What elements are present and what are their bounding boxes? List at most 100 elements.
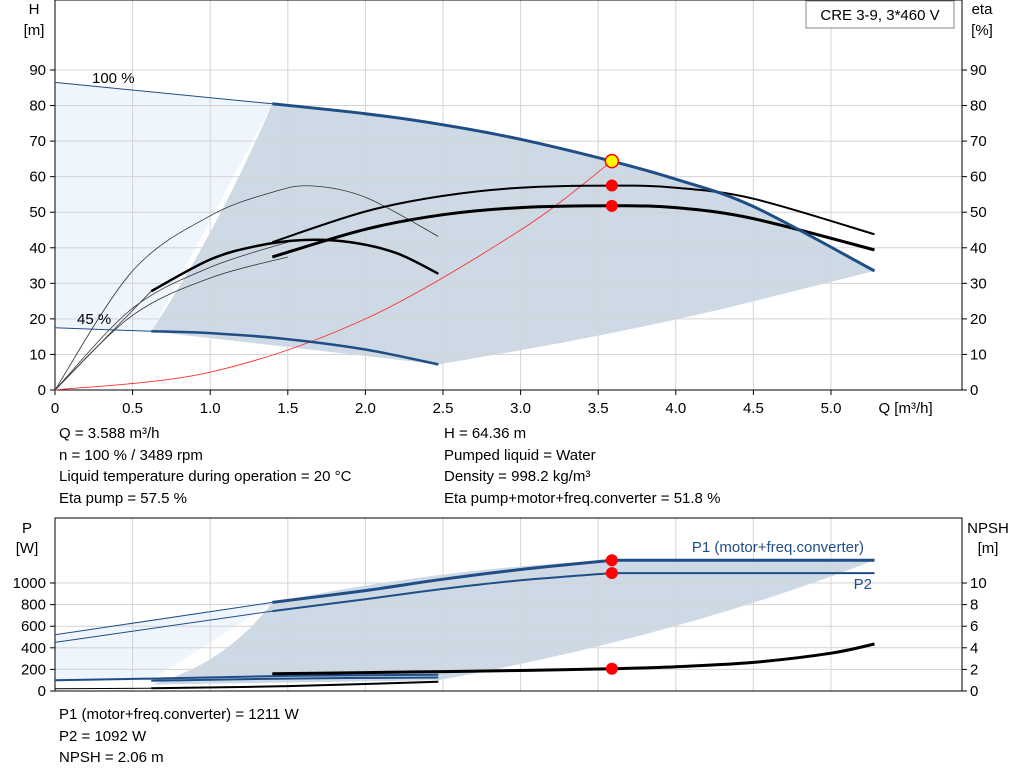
npsh-tick-label: 4 <box>970 640 978 657</box>
y-tick-label-left: 40 <box>29 240 46 257</box>
info-line: P1 (motor+freq.converter) = 1211 W <box>59 706 299 723</box>
info-top-right: H = 64.36 m Pumped liquid = Water Densit… <box>444 423 720 509</box>
y-axis-label-left-unit: [m] <box>24 22 45 39</box>
npsh-axis-label-unit: [m] <box>978 540 999 557</box>
legend-p1: P1 (motor+freq.converter) <box>692 539 864 556</box>
x-tick-label: 2.0 <box>355 400 376 417</box>
p-axis-label: P <box>22 520 32 537</box>
y-tick-label-right: 10 <box>970 346 987 363</box>
annotation-45: 45 % <box>77 311 111 328</box>
efficiency-curve-total <box>271 204 875 259</box>
npsh-tick-label: 10 <box>970 575 987 592</box>
head-curve-100-extension <box>54 81 273 105</box>
p1-curve <box>272 558 875 604</box>
x-tick-label: 5.0 <box>821 400 842 417</box>
efficiency-curve-thin <box>54 290 152 391</box>
top-grid <box>55 0 962 390</box>
operating-area <box>151 103 875 365</box>
info-line: Pumped liquid = Water <box>444 446 596 464</box>
info-line: H = 64.36 m <box>444 425 527 442</box>
x-tick-label: 3.5 <box>588 400 609 417</box>
y-tick-label-right: 50 <box>970 204 987 221</box>
y-tick-label-right: 80 <box>970 98 987 115</box>
x-tick-label: 3.0 <box>510 400 531 417</box>
info-line: NPSH = 2.06 m <box>59 749 164 766</box>
p-tick-label: 600 <box>21 618 46 635</box>
y-tick-label-left: 70 <box>29 133 46 150</box>
info-top-left: Q = 3.588 m³/h n = 100 % / 3489 rpm Liqu… <box>59 423 351 509</box>
x-tick-label: 2.5 <box>433 400 454 417</box>
x-tick-label: 4.5 <box>743 400 764 417</box>
power-curve-extension <box>54 601 273 636</box>
npsh-tick-label: 0 <box>970 683 978 700</box>
head-curve-45 <box>151 330 439 366</box>
duty-point-efficiency <box>605 179 618 192</box>
npsh-axis-label: NPSH <box>967 520 1009 537</box>
y-axis-label-right-unit: [%] <box>971 22 993 39</box>
y-tick-label-right: 20 <box>970 311 987 328</box>
x-tick-label: 0.5 <box>122 400 143 417</box>
chart-title: CRE 3-9, 3*460 V <box>820 7 939 24</box>
efficiency-curve-45 <box>150 238 439 293</box>
efficiency-curve-thin <box>54 185 439 391</box>
title-box <box>805 0 955 29</box>
y-tick-label-left: 60 <box>29 169 46 186</box>
x-tick-label: 1.0 <box>200 400 221 417</box>
info-line: Q = 3.588 m³/h <box>59 425 160 442</box>
npsh-tick-label: 2 <box>970 661 978 678</box>
system-curve <box>54 160 613 391</box>
info-bottom: P1 (motor+freq.converter) = 1211 W P2 = … <box>59 704 299 769</box>
y-tick-label-right: 70 <box>970 133 987 150</box>
y-tick-label-right: 60 <box>970 169 987 186</box>
npsh-tick-label: 8 <box>970 597 978 614</box>
efficiency-curve-thin <box>54 241 288 391</box>
npsh-tick-label: 6 <box>970 618 978 635</box>
duty-point <box>605 567 618 580</box>
legend-p2: P2 <box>854 576 872 593</box>
duty-point-head <box>604 153 620 169</box>
y-tick-label-left: 50 <box>29 204 46 221</box>
p2-curve-45 <box>151 676 439 682</box>
x-tick-label: 4.0 <box>665 400 686 417</box>
y-axis-label-left: H <box>29 1 40 18</box>
npsh-curve <box>272 642 875 676</box>
npsh-curve-extension <box>54 687 152 690</box>
x-tick-label: 0 <box>51 400 59 417</box>
head-curve-100 <box>272 102 876 273</box>
info-line: Eta pump = 57.5 % <box>59 489 187 507</box>
y-tick-label-right: 30 <box>970 275 987 292</box>
y-tick-label-left: 90 <box>29 62 46 79</box>
p-tick-label: 800 <box>21 597 46 614</box>
duty-point <box>605 662 618 675</box>
x-tick-label: 1.5 <box>277 400 298 417</box>
info-line: Liquid temperature during operation = 20… <box>59 468 352 485</box>
duty-point-efficiency <box>605 199 618 212</box>
y-tick-label-left: 30 <box>29 275 46 292</box>
p-tick-label: 1000 <box>13 575 46 592</box>
efficiency-curve-pump <box>271 184 875 244</box>
x-axis-label: Q [m³/h] <box>878 400 932 417</box>
info-line: n = 100 % / 3489 rpm <box>59 446 203 464</box>
p-tick-label: 0 <box>38 683 46 700</box>
power-area-light <box>55 602 273 682</box>
power-curve-extension <box>54 610 273 643</box>
y-tick-label-left: 0 <box>38 382 46 399</box>
duty-point <box>605 554 618 567</box>
p2-curve <box>272 572 875 613</box>
npsh-curve-45 <box>151 680 439 690</box>
y-tick-label-left: 80 <box>29 98 46 115</box>
p-tick-label: 200 <box>21 661 46 678</box>
y-tick-label-left: 20 <box>29 311 46 328</box>
info-line: Density = 998.2 kg/m³ <box>444 468 591 485</box>
y-tick-label-right: 40 <box>970 240 987 257</box>
y-tick-label-right: 0 <box>970 382 978 399</box>
y-axis-label-right: eta <box>972 1 994 18</box>
y-tick-label-right: 90 <box>970 62 987 79</box>
p-tick-label: 400 <box>21 640 46 657</box>
p-axis-label-unit: [W] <box>16 540 39 557</box>
annotation-100: 100 % <box>92 70 135 87</box>
info-line: Eta pump+motor+freq.converter = 51.8 % <box>444 489 721 507</box>
top-frame <box>54 0 963 391</box>
head-curve-45-extension <box>54 327 152 332</box>
